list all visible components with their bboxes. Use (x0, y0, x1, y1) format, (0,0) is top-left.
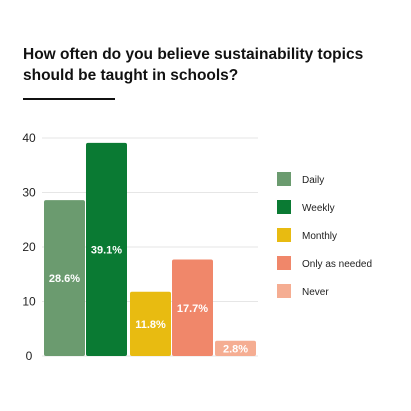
legend-swatch (277, 172, 291, 186)
legend-swatch (277, 284, 291, 298)
y-tick-label: 40 (22, 131, 36, 145)
bar-daily (44, 200, 85, 356)
bar-weekly (86, 142, 127, 356)
legend-label: Daily (302, 175, 324, 186)
y-tick-label: 10 (22, 295, 36, 309)
y-tick-label: 0 (26, 349, 33, 363)
legend-label: Never (302, 287, 329, 298)
legend-label: Only as needed (302, 259, 372, 270)
y-tick-label: 20 (22, 240, 36, 254)
bar-monthly (130, 291, 171, 356)
legend-swatch (277, 256, 291, 270)
legend-swatch (277, 228, 291, 242)
bar-value-label: 17.7% (177, 303, 208, 315)
bar-value-label: 39.1% (91, 244, 122, 256)
bar-only-as-needed (172, 259, 213, 356)
y-axis-ticks: 0 10 20 30 40 (22, 131, 36, 363)
bar-never (215, 340, 256, 356)
title-underline (23, 98, 115, 100)
legend-swatch (277, 200, 291, 214)
legend-label: Monthly (302, 231, 337, 242)
y-tick-label: 30 (22, 186, 36, 200)
bar-value-label: 2.8% (223, 343, 248, 355)
bar-value-label: 11.8% (135, 319, 166, 331)
chart-title: How often do you believe sustainability … (23, 46, 364, 84)
legend: Daily Weekly Monthly Only as needed Never (277, 172, 372, 298)
legend-label: Weekly (302, 203, 335, 214)
bar-value-labels: 28.6% 39.1% 11.8% 17.7% 2.8% (49, 244, 248, 355)
bar-value-label: 28.6% (49, 273, 80, 285)
bars (44, 142, 256, 356)
